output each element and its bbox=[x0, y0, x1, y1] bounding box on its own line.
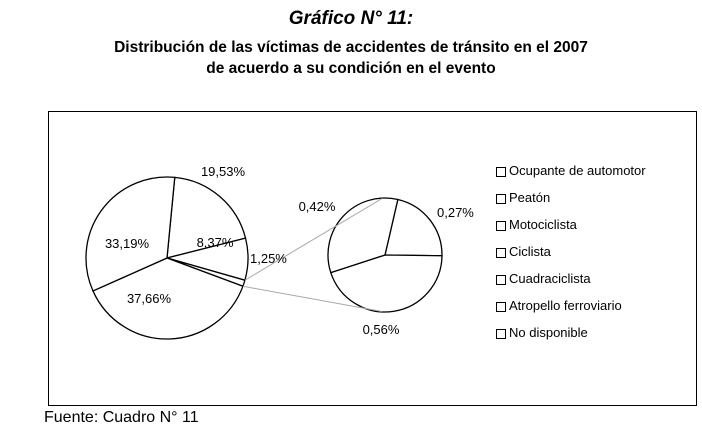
secondary-pie-slice bbox=[384, 198, 443, 257]
chart-title: Distribución de las víctimas de accident… bbox=[0, 37, 702, 79]
connector-line-top bbox=[244, 198, 383, 281]
main-pie-slice bbox=[92, 257, 244, 340]
main-pie-data-label: 19,53% bbox=[201, 164, 246, 179]
legend-swatch bbox=[496, 167, 506, 177]
legend-label: No disponible bbox=[509, 325, 588, 340]
main-pie-slice bbox=[85, 176, 176, 292]
legend-swatch bbox=[496, 194, 506, 204]
source-note: Fuente: Cuadro N° 11 bbox=[44, 409, 199, 426]
legend-swatch bbox=[496, 248, 506, 258]
legend-label: Peatón bbox=[509, 190, 551, 205]
secondary-pie-slice bbox=[327, 197, 399, 274]
legend-label: Motociclista bbox=[509, 217, 577, 232]
connector-line-bottom bbox=[242, 285, 383, 312]
chart-frame bbox=[48, 111, 697, 406]
main-pie-data-label: 8,37% bbox=[197, 235, 234, 250]
legend-label: Ciclista bbox=[509, 244, 551, 259]
secondary-pie-data-label: 0,42% bbox=[299, 199, 336, 214]
legend-swatch bbox=[496, 221, 506, 231]
main-pie-data-label: 1,25% bbox=[250, 251, 287, 266]
main-pie-slice bbox=[166, 176, 247, 259]
main-pie-data-label: 37,66% bbox=[127, 291, 172, 306]
legend-swatch bbox=[496, 329, 506, 339]
legend-swatch bbox=[496, 275, 506, 285]
legend-label: Cuadraciclista bbox=[509, 271, 591, 286]
secondary-pie-data-label: 0,27% bbox=[437, 205, 474, 220]
legend-swatch bbox=[496, 302, 506, 312]
legend-label: Atropello ferroviario bbox=[509, 298, 622, 313]
legend-label: Ocupante de automotor bbox=[509, 163, 646, 178]
chart-title-line-1: Distribución de las víctimas de accident… bbox=[114, 39, 588, 56]
chart-title-line-2: de acuerdo a su condición en el evento bbox=[206, 60, 496, 77]
secondary-pie-data-label: 0,56% bbox=[363, 322, 400, 337]
main-pie-data-label: 33,19% bbox=[105, 236, 150, 251]
secondary-pie-slice bbox=[329, 254, 443, 313]
chart-number: Gráfico N° 11: bbox=[288, 8, 414, 29]
